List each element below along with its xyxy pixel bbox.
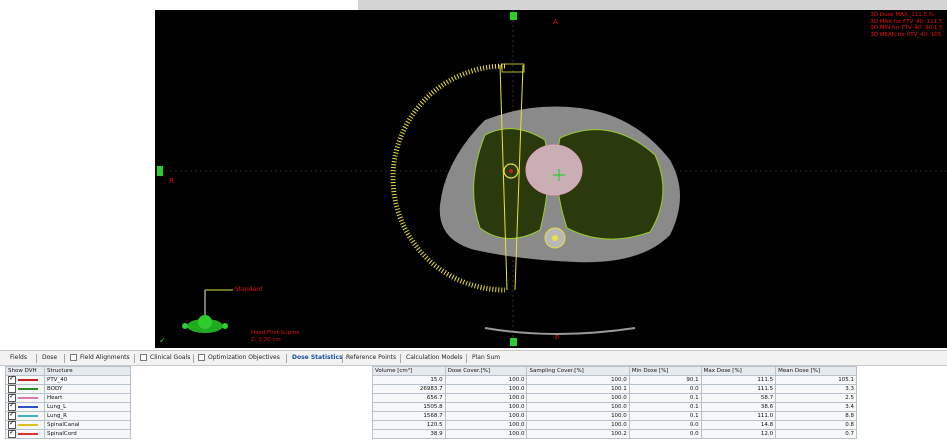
bottom-marker	[510, 338, 517, 346]
heart-contour	[525, 144, 583, 196]
dvh-checkbox[interactable]	[8, 374, 16, 384]
isocenter-point	[509, 169, 513, 173]
checkbox[interactable]	[70, 354, 77, 361]
table-row[interactable]: Heart	[5, 392, 131, 403]
stat-line: 3D MAX for FTV_40: 111.5	[870, 18, 943, 25]
table-row[interactable]: PTV_40	[5, 374, 131, 385]
checkbox[interactable]	[198, 354, 205, 361]
tab-clinical-goals[interactable]: Clinical Goals	[140, 353, 190, 363]
table-row[interactable]: Lung_R	[5, 410, 131, 421]
right-label: R	[169, 177, 174, 185]
color-swatch	[17, 388, 38, 390]
stat-line: 3D MIN for PTV_40: 90.1 5	[870, 25, 943, 31]
header-mean-dose[interactable]: Mean Dose [%]	[775, 366, 857, 376]
dvh-checkbox[interactable]	[8, 428, 16, 438]
isocenter-ring	[503, 163, 519, 179]
color-swatch	[17, 433, 38, 435]
spinal-canal	[552, 235, 558, 241]
table-row[interactable]: Lung_L	[5, 401, 131, 412]
patient-orientation: Head First-Supine Z: 0.30 cm	[251, 330, 300, 344]
structure-name: BODY	[44, 384, 131, 394]
stat-line: 3D MEAN for PTV_40: 105.	[870, 31, 943, 38]
ct-slice-canvas	[155, 10, 947, 348]
stat-line: 3D Dose MAX: 111.5 %	[870, 12, 934, 18]
header-volume[interactable]: Volume [cm³]	[372, 366, 446, 376]
couch-outline	[484, 327, 636, 335]
table-row[interactable]: 656.7 100.0 100.0 0.1 58.7 2.5	[372, 393, 857, 403]
table-header-row: Volume [cm³] Dose Cover.[%] Sampling Cov…	[372, 366, 857, 376]
tab-plan-sum[interactable]: Plan Sum	[472, 354, 501, 361]
orientation-text: Head First-Supine	[251, 330, 300, 336]
header-max-dose[interactable]: Max Dose [%]	[700, 366, 777, 376]
table-row[interactable]: SpinalCanal	[5, 419, 131, 430]
color-swatch	[17, 406, 38, 408]
checkbox[interactable]	[140, 354, 147, 361]
color-swatch	[17, 424, 38, 426]
check-icon: ✓	[159, 336, 166, 345]
table-row[interactable]: 1568.7 100.0 100.0 0.1 111.0 8.8	[372, 411, 857, 421]
structure-name: Heart	[44, 393, 131, 403]
left-marker	[157, 166, 163, 176]
anterior-label: A	[553, 18, 558, 26]
table-row[interactable]: 120.5 100.0 100.0 0.0 14.8 0.8	[372, 420, 857, 430]
posterior-label: P	[555, 334, 560, 342]
table-row[interactable]: 38.9 100.0 100.2 0.0 12.0 0.7	[372, 429, 857, 439]
tab-dose-statistics[interactable]: Dose Statistics	[292, 354, 343, 361]
tab-calculation-models[interactable]: Calculation Models	[406, 354, 463, 361]
tab-reference-points[interactable]: Reference Points	[346, 354, 397, 361]
structures-table: Show DVH Structure PTV_40 BODY Heart Lun…	[5, 366, 131, 439]
dose-statistics-table: Volume [cm³] Dose Cover.[%] Sampling Cov…	[372, 366, 857, 439]
color-swatch	[17, 379, 38, 381]
tab-dose[interactable]: Dose	[42, 354, 58, 361]
lung-right	[473, 128, 549, 239]
field-label: Standard	[235, 286, 263, 293]
structure-name: Lung_R	[44, 411, 131, 421]
table-row[interactable]: 26983.7 100.0 100.1 0.0 111.5 3.3	[372, 384, 857, 394]
structure-name: SpinalCanal	[44, 420, 131, 430]
header-min-dose[interactable]: Min Dose [%]	[628, 366, 702, 376]
tab-field-alignments[interactable]: Field Alignments	[70, 353, 130, 363]
structure-name: PTV_40	[44, 375, 131, 385]
tab-fields[interactable]: Fields	[10, 354, 27, 361]
dose-stats-overlay: 3D Dose MAX: 111.5 % 3D MAX for FTV_40: …	[870, 12, 943, 38]
top-toolbar-strip	[0, 0, 947, 10]
beam-edge-1	[499, 64, 508, 291]
header-sampling-cover[interactable]: Sampling Cover.[%]	[526, 366, 630, 376]
top-marker	[510, 12, 517, 20]
ct-image-viewer[interactable]: 3D Dose MAX: 111.5 % 3D MAX for FTV_40: …	[155, 10, 947, 348]
header-dose-cover[interactable]: Dose Cover.[%]	[444, 366, 528, 376]
table-row[interactable]: SpinalCord	[5, 428, 131, 439]
table-row[interactable]: 15.0 100.0 100.0 90.1 111.5 105.1	[372, 375, 857, 385]
z-position-text: Z: 0.30 cm	[251, 337, 281, 343]
beam-edge-2	[514, 64, 524, 291]
tab-bar: Fields Dose Field Alignments Clinical Go…	[0, 350, 947, 366]
structure-name: SpinalCord	[44, 429, 131, 439]
tab-optimization-objectives[interactable]: Optimization Objectives	[198, 353, 280, 363]
table-header-row: Show DVH Structure	[5, 366, 131, 376]
table-row[interactable]: 1505.8 100.0 100.0 0.1 38.6 3.4	[372, 402, 857, 412]
color-swatch	[17, 397, 38, 399]
beam-top-box	[501, 63, 525, 73]
table-row[interactable]: BODY	[5, 384, 131, 394]
lung-left	[556, 129, 664, 240]
structure-name: Lung_L	[44, 402, 131, 412]
header-structure[interactable]: Structure	[44, 366, 131, 376]
color-swatch	[17, 415, 38, 417]
